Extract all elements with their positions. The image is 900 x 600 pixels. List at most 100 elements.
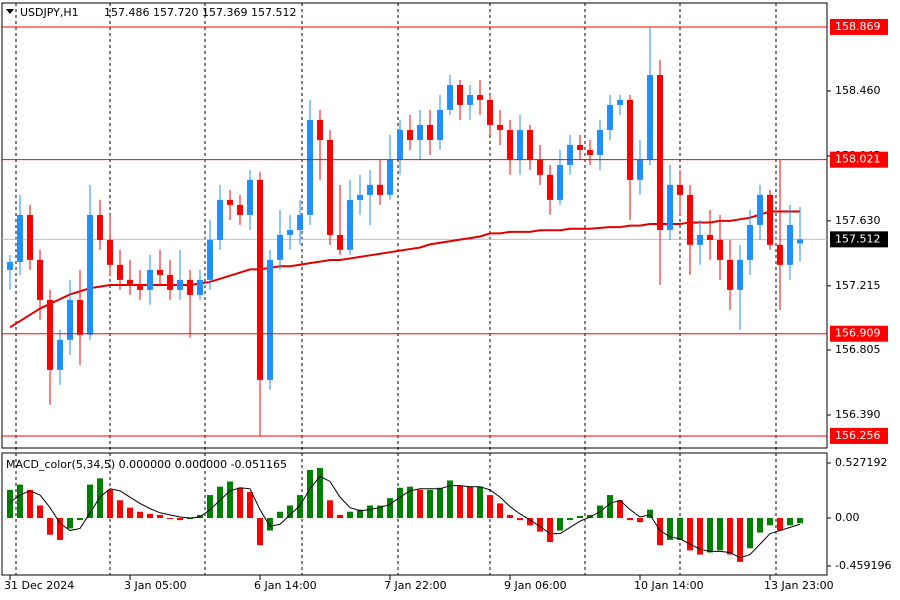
macd-bar	[747, 518, 753, 549]
macd-bar	[47, 518, 53, 535]
macd-bar	[117, 500, 123, 519]
candle-body	[267, 259, 273, 380]
candle-body	[657, 75, 663, 230]
level-label: 156.909	[835, 327, 881, 340]
candle-body	[607, 104, 613, 130]
candle-body	[457, 85, 463, 105]
level-tag	[830, 151, 888, 168]
candle-body	[777, 244, 783, 265]
x-tick-label: 31 Dec 2024	[4, 579, 74, 592]
candle-body	[217, 199, 223, 240]
candle-body	[517, 129, 523, 160]
macd-bar	[257, 518, 263, 546]
candle-body	[307, 119, 313, 215]
macd-bar	[177, 518, 183, 521]
candle-body	[77, 299, 83, 335]
candle-body	[127, 279, 133, 285]
macd-bar	[557, 518, 563, 531]
macd-bar	[157, 514, 163, 519]
x-tick-label: 9 Jan 06:00	[504, 579, 567, 592]
candle-body	[7, 261, 13, 270]
macd-bar	[647, 509, 653, 519]
candle-body	[17, 214, 23, 262]
candle-body	[797, 239, 803, 244]
macd-bar	[567, 518, 573, 521]
macd-bar	[427, 489, 433, 519]
candle-body	[247, 179, 253, 215]
candle-body	[707, 234, 713, 240]
candle-body	[577, 144, 583, 150]
candle-body	[677, 184, 683, 195]
ohlc-readout: 157.486 157.720 157.369 157.512	[104, 6, 296, 19]
candle-body	[497, 124, 503, 130]
candle-body	[207, 239, 213, 280]
candle-body	[357, 194, 363, 200]
macd-bar	[207, 495, 213, 519]
candle-body	[57, 339, 63, 370]
y-tick-label: 0.00	[835, 511, 860, 524]
y-tick-label: 0.527192	[835, 456, 888, 469]
macd-bar	[267, 518, 273, 531]
macd-bar	[317, 467, 323, 519]
macd-bar	[37, 505, 43, 519]
y-tick-label: 157.630	[835, 214, 881, 227]
candle-body	[167, 274, 173, 290]
candle-body	[397, 129, 403, 160]
macd-bar	[547, 518, 553, 543]
candle-body	[387, 159, 393, 195]
candle-body	[277, 234, 283, 260]
macd-bar	[357, 509, 363, 519]
candle-body	[527, 129, 533, 160]
x-tick-label: 3 Jan 05:00	[124, 579, 187, 592]
level-label: 158.869	[835, 20, 881, 33]
macd-bar	[537, 518, 543, 532]
macd-bar	[187, 518, 193, 520]
candle-body	[467, 95, 473, 105]
macd-bar	[127, 507, 133, 519]
candle-body	[617, 99, 623, 105]
macd-bar	[727, 518, 733, 555]
signal-line	[9, 475, 801, 559]
candle-body	[137, 284, 143, 290]
candle-body	[767, 194, 773, 245]
macd-bar	[407, 486, 413, 519]
macd-bar	[787, 518, 793, 526]
candle-body	[637, 159, 643, 180]
y-tick-label: 158.460	[835, 84, 881, 97]
macd-bar	[137, 511, 143, 519]
macd-bar	[367, 505, 373, 519]
candle-body	[737, 259, 743, 290]
macd-bar	[477, 486, 483, 519]
menu-triangle[interactable]	[6, 9, 14, 14]
candle-body	[487, 99, 493, 125]
macd-bar	[347, 511, 353, 519]
macd-bar	[247, 491, 253, 519]
y-tick-label: -0.459196	[835, 559, 891, 572]
candle-body	[567, 144, 573, 166]
candle-body	[237, 204, 243, 215]
macd-bar	[307, 470, 313, 519]
macd-bar	[497, 503, 503, 519]
macd-bar	[667, 518, 673, 540]
macd-bar	[17, 484, 23, 519]
candle-body	[717, 239, 723, 260]
candle-body	[47, 299, 53, 370]
macd-bar	[237, 487, 243, 519]
candle-body	[787, 224, 793, 265]
candle-body	[417, 124, 423, 140]
candle-body	[697, 234, 703, 245]
macd-bar	[417, 489, 423, 519]
candle-body	[437, 109, 443, 140]
macd-bar	[107, 489, 113, 519]
candle-body	[337, 234, 343, 250]
x-tick-label: 13 Jan 23:00	[764, 579, 834, 592]
level-label: 156.256	[835, 429, 881, 442]
candle-body	[107, 239, 113, 265]
candle-body	[757, 194, 763, 225]
candle-body	[37, 259, 43, 300]
macd-bar	[57, 518, 63, 540]
macd-bar	[577, 515, 583, 519]
day-separators	[15, 3, 777, 575]
candle-body	[177, 279, 183, 290]
